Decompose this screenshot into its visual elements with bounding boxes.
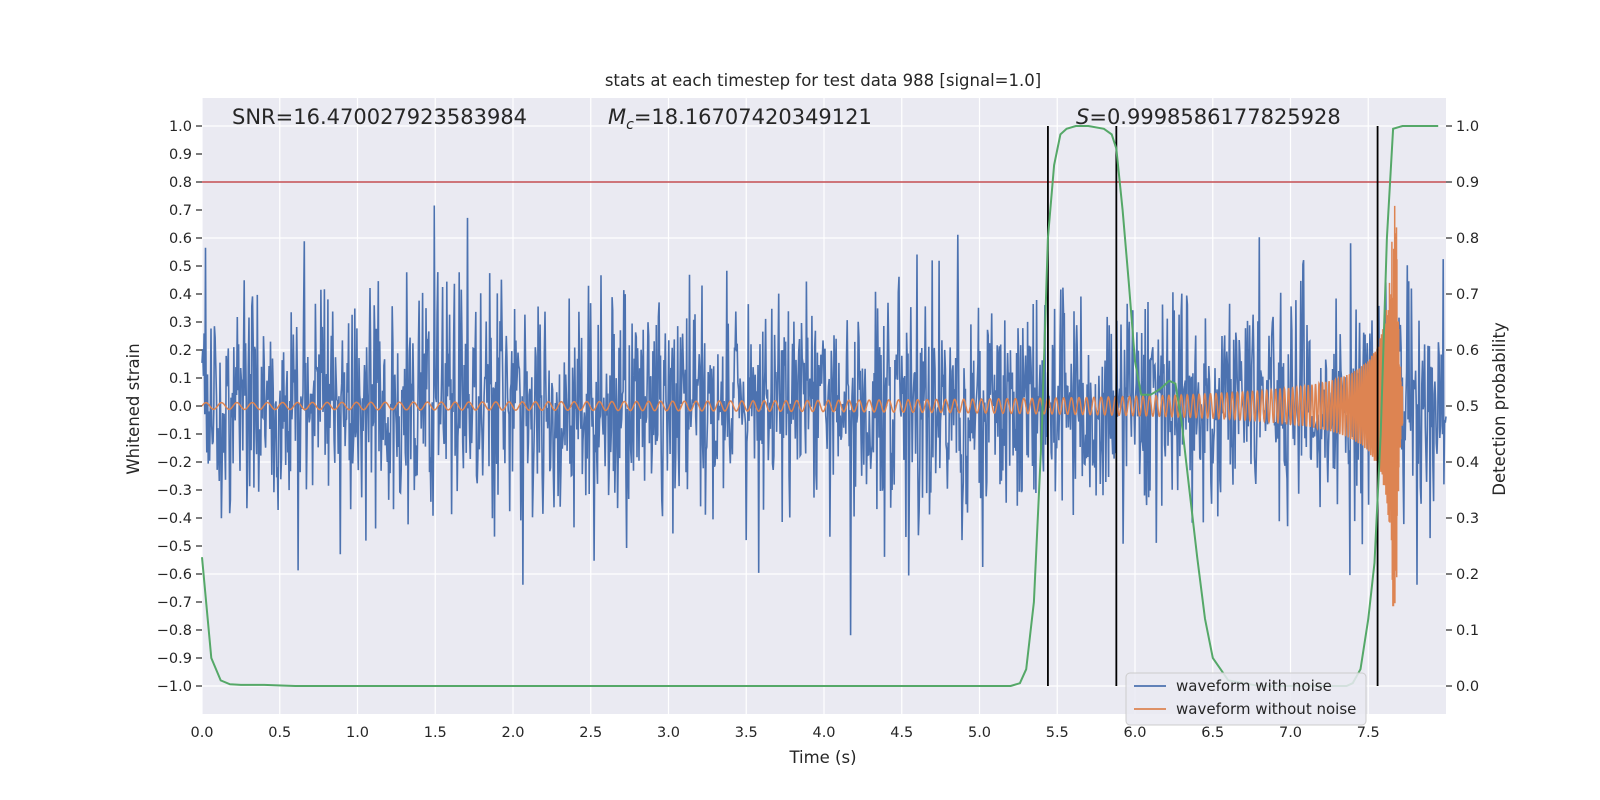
y-ticks-right: 1.0 0.9 0.8 0.7 0.6 0.5 0.4 0.3 0.2 0.1 0.0: [1446, 119, 1479, 695]
y-right-tick-label: 0.6: [1456, 343, 1479, 359]
y-tick-label: −0.3: [157, 483, 192, 499]
y-axis-label-right: Detection probability: [1490, 322, 1509, 496]
x-tick-label: 6.5: [1201, 725, 1224, 741]
x-tick-label: 7.5: [1357, 725, 1380, 741]
y-tick-label: 0.1: [169, 371, 192, 387]
y-tick-label: −0.4: [157, 511, 192, 527]
y-tick-label: −0.6: [157, 567, 192, 583]
noise-layer: [201, 205, 1447, 636]
y-tick-label: 0.6: [169, 231, 192, 247]
detection-stat-value: =0.9998586177825928: [1089, 105, 1340, 129]
y-tick-label: −0.9: [157, 651, 192, 667]
y-ticks-left: 1.0 0.9 0.8 0.7 0.6 0.5 0.4 0.3 0.2 0.1 0.0 −0.1 −0.…: [157, 119, 202, 695]
y-right-tick-label: 0.3: [1456, 511, 1479, 527]
y-right-tick-label: 0.9: [1456, 175, 1479, 191]
y-right-tick-label: 0.2: [1456, 567, 1479, 583]
x-tick-label: 5.0: [968, 725, 991, 741]
y-tick-label: −0.1: [157, 427, 192, 443]
x-ticks: 0.0 0.5 1.0 1.5 2.0 2.5 3.0 3.5 4.0 4.5 5.0 5.5 6.0 6…: [190, 725, 1379, 741]
y-right-tick-label: 0.1: [1456, 623, 1479, 639]
x-tick-label: 3.0: [657, 725, 680, 741]
chart-title: stats at each timestep for test data 988…: [605, 71, 1041, 90]
x-tick-label: 6.0: [1123, 725, 1146, 741]
y-tick-label: 0.9: [169, 147, 192, 163]
x-tick-label: 1.0: [346, 725, 369, 741]
x-tick-label: 5.5: [1046, 725, 1069, 741]
y-tick-label: 0.7: [169, 203, 192, 219]
y-right-tick-label: 1.0: [1456, 119, 1479, 135]
x-tick-label: 4.5: [890, 725, 913, 741]
legend-box: [1125, 672, 1367, 726]
y-tick-label: 0.4: [169, 287, 192, 303]
y-tick-label: 0.0: [169, 399, 192, 415]
y-tick-label: −0.8: [157, 623, 192, 639]
vertical-lines: [1047, 126, 1379, 686]
detection-stat-annotation: S=0.9998586177825928: [1076, 105, 1341, 129]
chirp-mass-symbol: M: [608, 105, 626, 129]
y-right-tick-label: 0.4: [1456, 455, 1479, 471]
y-right-tick-label: 0.7: [1456, 287, 1479, 303]
x-tick-label: 2.0: [501, 725, 524, 741]
x-tick-label: 0.0: [190, 725, 213, 741]
y-right-tick-label: 0.8: [1456, 231, 1479, 247]
legend-signal-label: waveform without noise: [1176, 700, 1356, 718]
y-axis-label: Whitened strain: [124, 343, 143, 474]
y-tick-label: −0.2: [157, 455, 192, 471]
y-right-tick-label: 0.5: [1456, 399, 1479, 415]
y-tick-label: 0.3: [169, 315, 192, 331]
x-tick-label: 0.5: [268, 725, 291, 741]
legend: waveform with noise waveform without noi…: [1125, 672, 1367, 726]
x-tick-label: 3.5: [735, 725, 758, 741]
detection-stat-symbol: S: [1076, 105, 1089, 129]
y-tick-label: 1.0: [169, 119, 192, 135]
y-tick-label: 0.8: [169, 175, 192, 191]
y-tick-label: −0.5: [157, 539, 192, 555]
y-right-tick-label: 0.0: [1456, 679, 1479, 695]
x-axis-label: Time (s): [788, 748, 856, 767]
snr-annotation: SNR=16.470027923583984: [232, 105, 527, 129]
chirp-mass-annotation: Mc=18.16707420349121: [608, 105, 872, 133]
y-tick-label: −0.7: [157, 595, 192, 611]
noise-waveform-line: [201, 205, 1447, 636]
chirp-mass-value: =18.16707420349121: [634, 105, 872, 129]
legend-noise-label: waveform with noise: [1176, 677, 1332, 695]
y-tick-label: 0.2: [169, 343, 192, 359]
y-tick-label: −1.0: [157, 679, 192, 695]
y-tick-label: 0.5: [169, 259, 192, 275]
signal-layer: [201, 205, 1404, 607]
x-tick-label: 7.0: [1279, 725, 1302, 741]
signal-waveform-line: [201, 205, 1404, 607]
x-tick-label: 1.5: [424, 725, 447, 741]
x-tick-label: 4.0: [812, 725, 835, 741]
x-tick-label: 2.5: [579, 725, 602, 741]
chirp-mass-subscript: c: [626, 117, 634, 133]
